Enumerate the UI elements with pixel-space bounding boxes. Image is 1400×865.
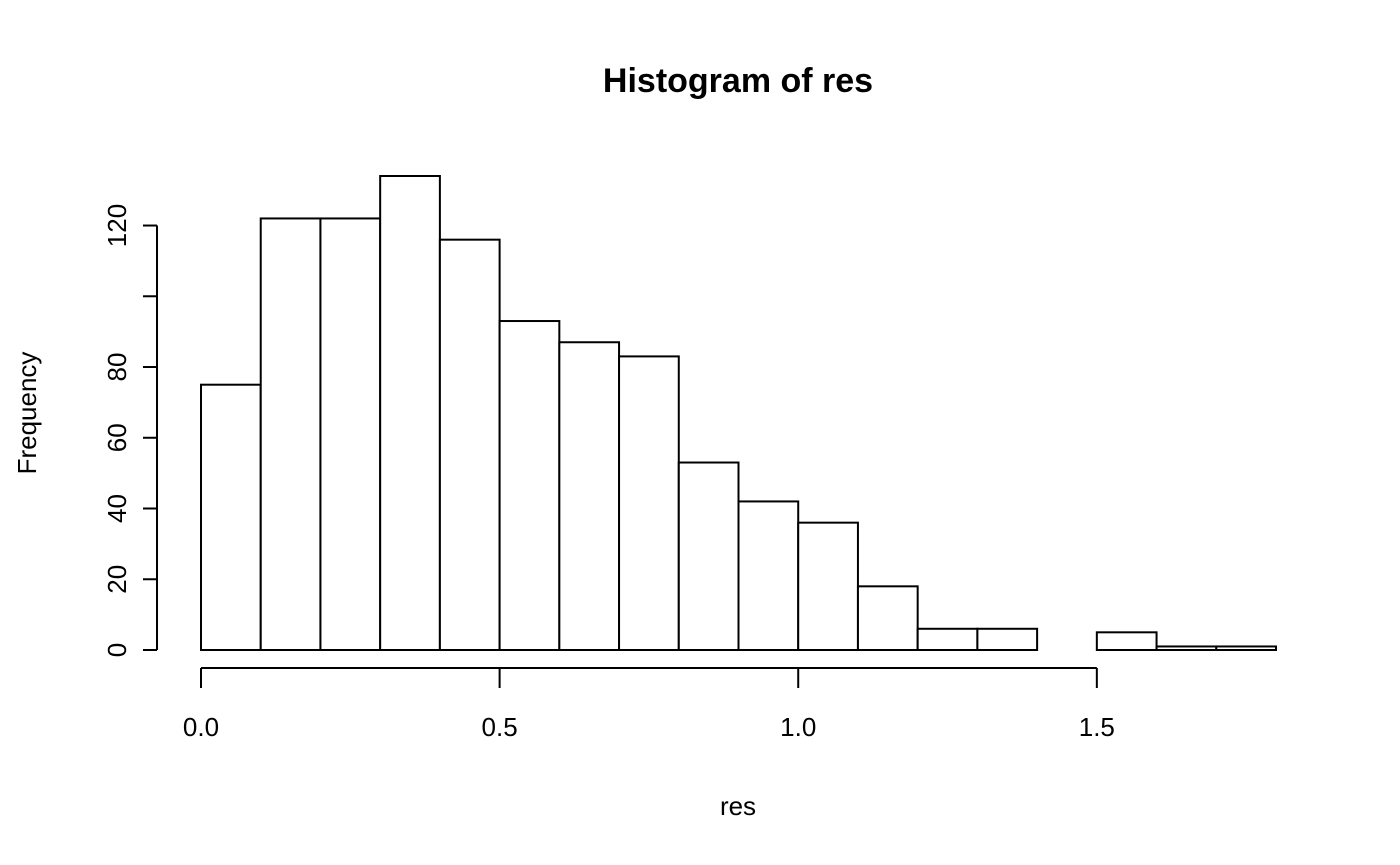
histogram-bar [976,627,1039,652]
x-axis-label: res [720,791,756,821]
histogram-bar [319,217,382,651]
x-tick-label: 0.0 [183,712,219,742]
y-tick-label: 0 [102,643,132,657]
bars-group [200,175,1278,652]
histogram-bar [498,320,561,651]
histogram-bar [438,238,501,652]
histogram-bar [856,585,919,652]
histogram-bar [259,217,322,651]
histogram-bar [618,355,680,651]
histogram-bar [677,461,740,652]
histogram-bar [1215,645,1278,652]
histogram-bar [737,500,800,651]
histogram-bar [797,521,859,652]
chart-title: Histogram of res [603,62,873,100]
x-axis: 0.0 0.5 1.0 1.5 [183,667,1115,742]
histogram-bar [916,627,979,652]
y-tick-label: 20 [102,565,132,594]
x-tick-label: 1.0 [780,712,816,742]
x-tick-label: 1.5 [1079,712,1115,742]
y-tick-label: 80 [102,353,132,382]
histogram-bar [558,341,621,651]
histogram-bar [1155,645,1218,652]
y-tick-label: 120 [102,204,132,247]
y-axis: 0 20 40 60 80 120 [102,204,158,657]
histogram-bar [379,175,441,651]
histogram-bar [200,383,262,651]
y-axis-label: Frequency [12,352,42,475]
y-tick-label: 40 [102,494,132,523]
y-tick-label: 60 [102,423,132,452]
histogram-bar [1095,631,1158,651]
x-tick-label: 0.5 [482,712,518,742]
